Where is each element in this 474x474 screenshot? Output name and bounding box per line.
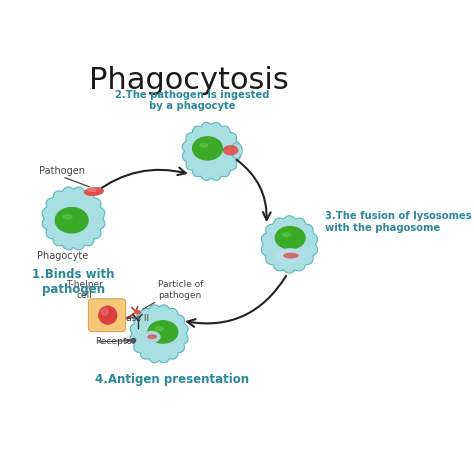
- Ellipse shape: [192, 137, 222, 160]
- Text: Phagocytosis: Phagocytosis: [89, 66, 289, 95]
- Ellipse shape: [224, 146, 237, 155]
- Ellipse shape: [144, 331, 160, 342]
- Polygon shape: [130, 305, 188, 363]
- Text: Receptor: Receptor: [95, 337, 136, 346]
- Polygon shape: [261, 216, 318, 273]
- FancyBboxPatch shape: [89, 299, 126, 331]
- Text: Phagocyte: Phagocyte: [36, 251, 88, 261]
- Text: 4.Antigen presentation: 4.Antigen presentation: [95, 373, 249, 386]
- Ellipse shape: [148, 335, 156, 338]
- Text: Pathogen: Pathogen: [39, 165, 85, 175]
- Text: MHC class II: MHC class II: [95, 314, 149, 323]
- Circle shape: [99, 306, 117, 324]
- Text: T-helper
cell: T-helper cell: [66, 280, 103, 300]
- Ellipse shape: [55, 208, 88, 233]
- Ellipse shape: [155, 327, 163, 330]
- Text: 2.The pathogen is ingested
by a phagocyte: 2.The pathogen is ingested by a phagocyt…: [115, 90, 270, 111]
- Circle shape: [101, 309, 108, 315]
- Ellipse shape: [275, 227, 305, 249]
- Text: 3.The fusion of lysosomes
with the phagosome: 3.The fusion of lysosomes with the phago…: [325, 211, 472, 233]
- Ellipse shape: [200, 143, 208, 147]
- Ellipse shape: [231, 143, 242, 158]
- Ellipse shape: [88, 189, 96, 191]
- Polygon shape: [182, 122, 240, 181]
- Ellipse shape: [276, 249, 304, 262]
- Ellipse shape: [283, 233, 291, 237]
- Ellipse shape: [148, 321, 178, 343]
- Ellipse shape: [85, 188, 103, 195]
- Text: Particle of
pathogen: Particle of pathogen: [158, 280, 203, 300]
- Ellipse shape: [135, 310, 140, 314]
- Text: 1.Binds with
pathogen: 1.Binds with pathogen: [32, 267, 115, 295]
- Polygon shape: [42, 187, 105, 250]
- Ellipse shape: [63, 215, 72, 219]
- Ellipse shape: [284, 254, 298, 258]
